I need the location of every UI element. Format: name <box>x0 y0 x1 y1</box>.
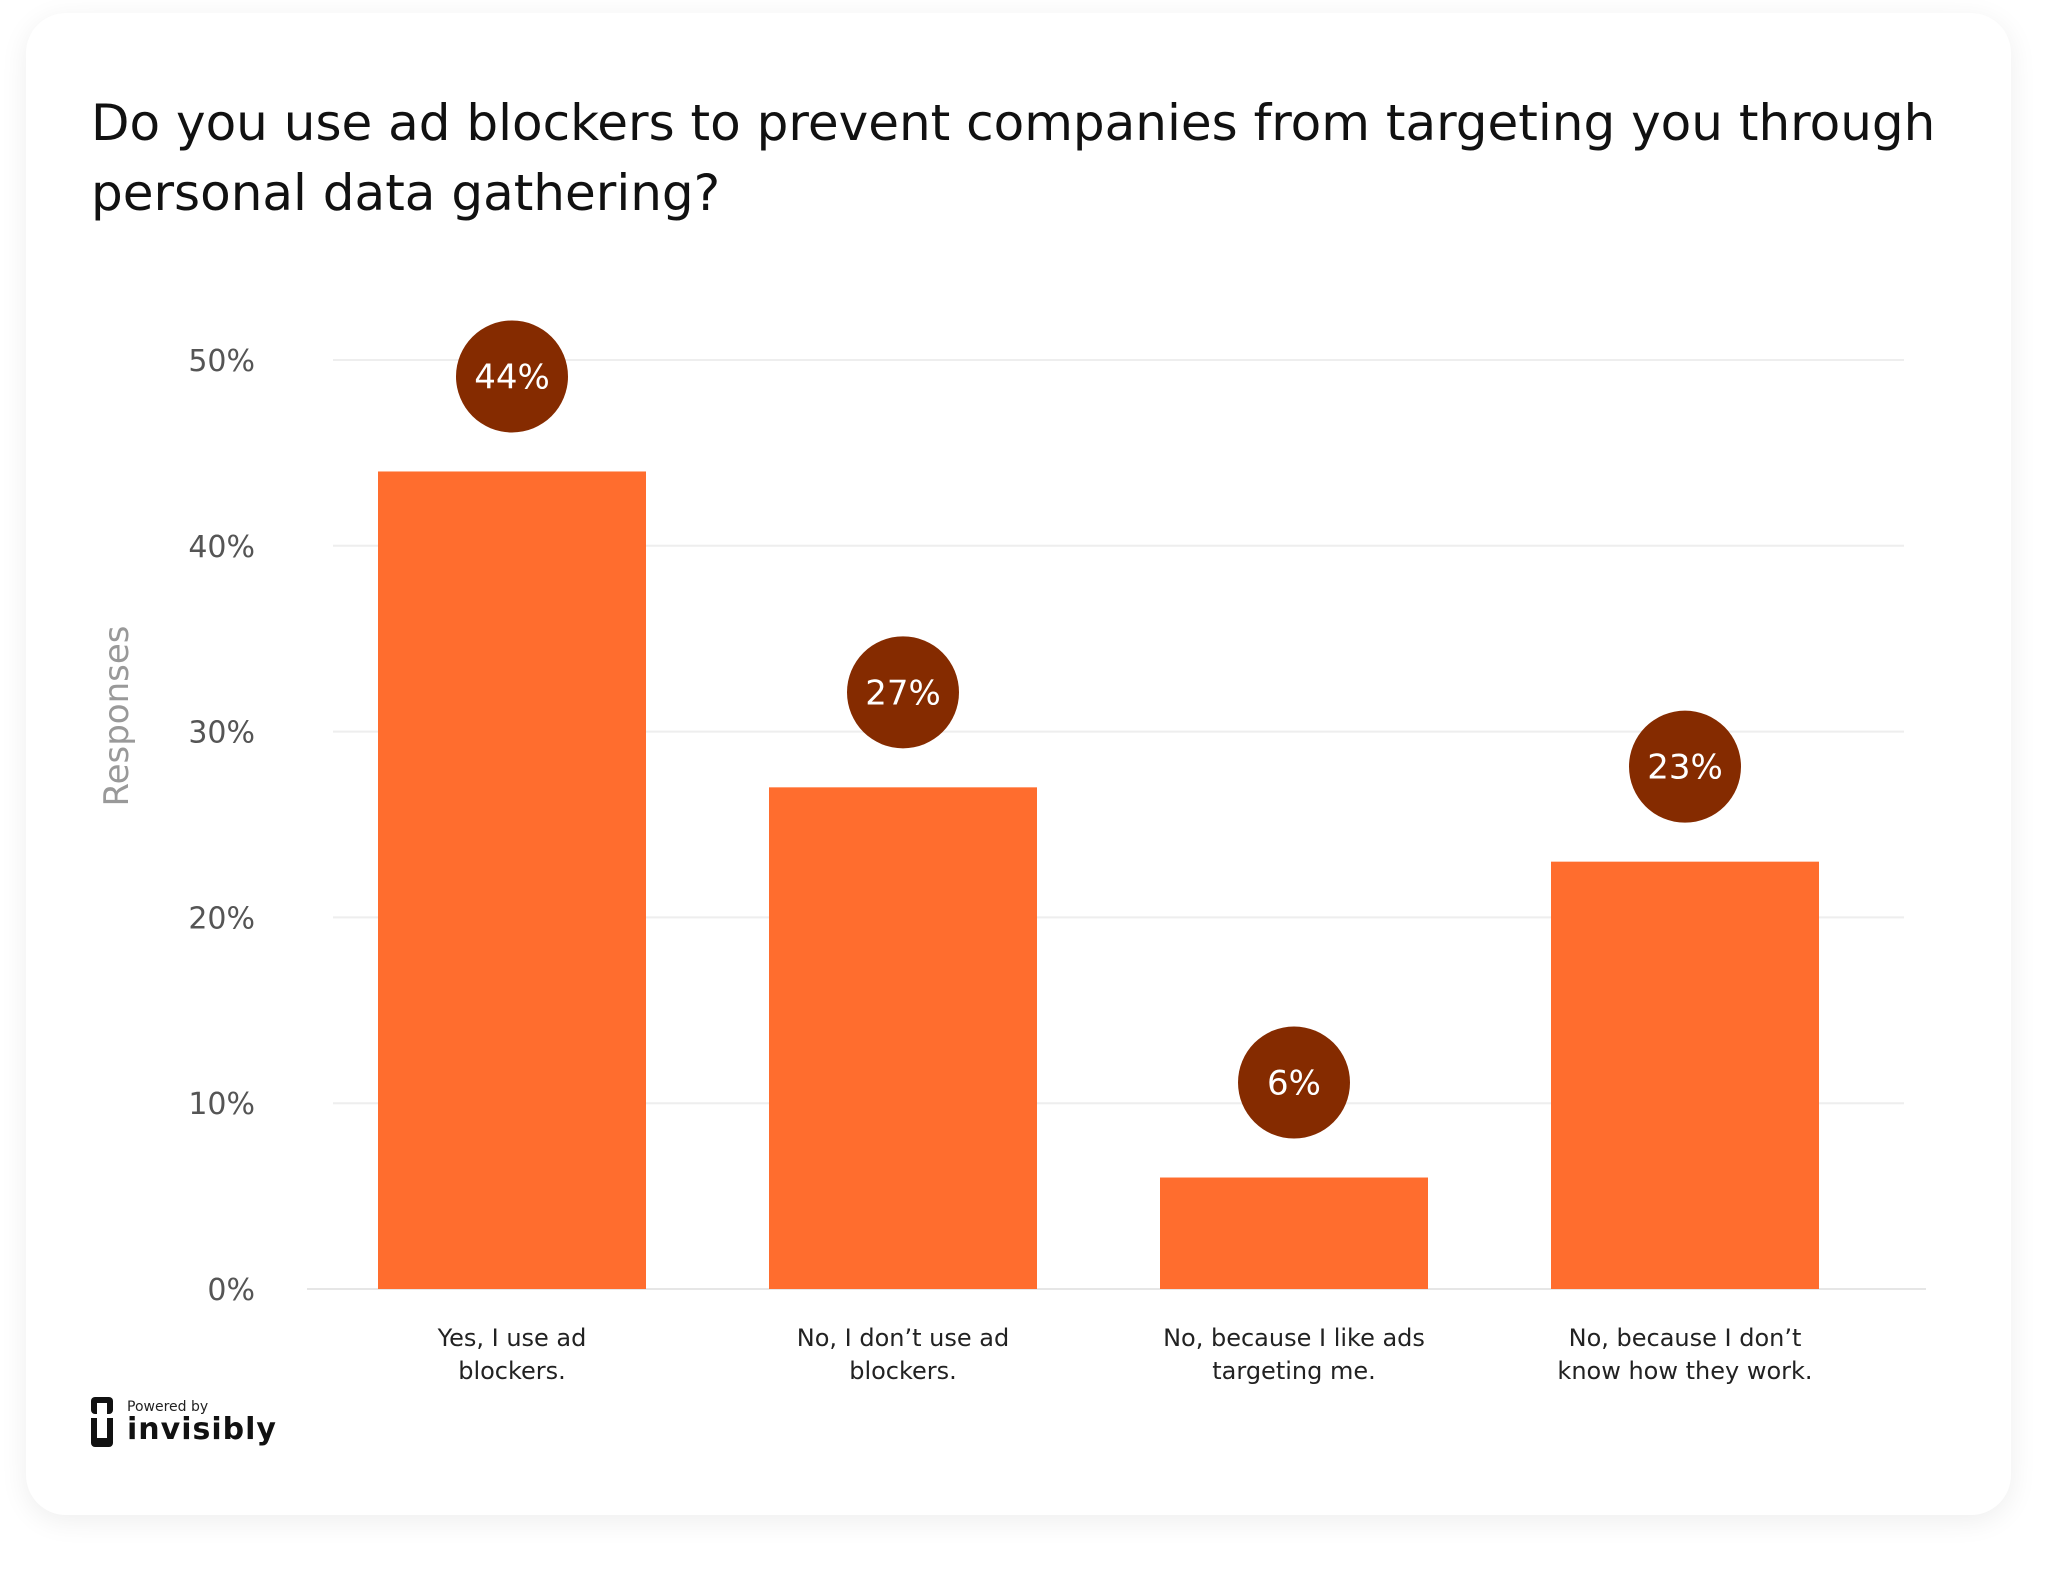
bar <box>1160 1177 1428 1289</box>
y-tick-label: 50% <box>188 344 255 379</box>
powered-by-logo: Powered by invisibly <box>91 1397 277 1447</box>
bar <box>1551 861 1819 1289</box>
x-tick-label: blockers. <box>458 1357 566 1385</box>
brand-name: invisibly <box>127 1412 277 1447</box>
data-label: 27% <box>865 673 941 713</box>
bar <box>769 787 1037 1289</box>
x-tick-label: blockers. <box>849 1357 957 1385</box>
bar <box>378 471 646 1290</box>
y-tick-label: 30% <box>188 716 255 751</box>
invisibly-logo-icon <box>91 1397 113 1447</box>
data-label: 6% <box>1267 1064 1321 1104</box>
y-axis-label: Responses <box>97 625 137 806</box>
y-tick-label: 0% <box>207 1273 255 1308</box>
data-label-circle <box>847 636 959 749</box>
x-tick-label: No, I don’t use ad <box>797 1324 1009 1352</box>
y-tick-label: 20% <box>188 901 255 936</box>
x-tick-label: Yes, I use ad <box>437 1324 587 1352</box>
x-tick-label: No, because I like ads <box>1163 1324 1425 1352</box>
data-label: 23% <box>1647 748 1723 788</box>
powered-by-text: Powered by <box>127 1399 209 1415</box>
data-label-circle <box>1629 710 1741 823</box>
y-tick-label: 40% <box>188 530 255 565</box>
x-tick-label: No, because I don’t <box>1569 1324 1802 1352</box>
chart-title: Do you use ad blockers to prevent compan… <box>91 94 1936 222</box>
x-tick-label: targeting me. <box>1212 1357 1376 1385</box>
x-tick-label: know how they work. <box>1557 1357 1812 1385</box>
data-label-circle <box>456 320 568 433</box>
data-label-circle <box>1238 1026 1350 1139</box>
data-label: 44% <box>474 357 550 397</box>
y-tick-label: 10% <box>188 1087 255 1122</box>
